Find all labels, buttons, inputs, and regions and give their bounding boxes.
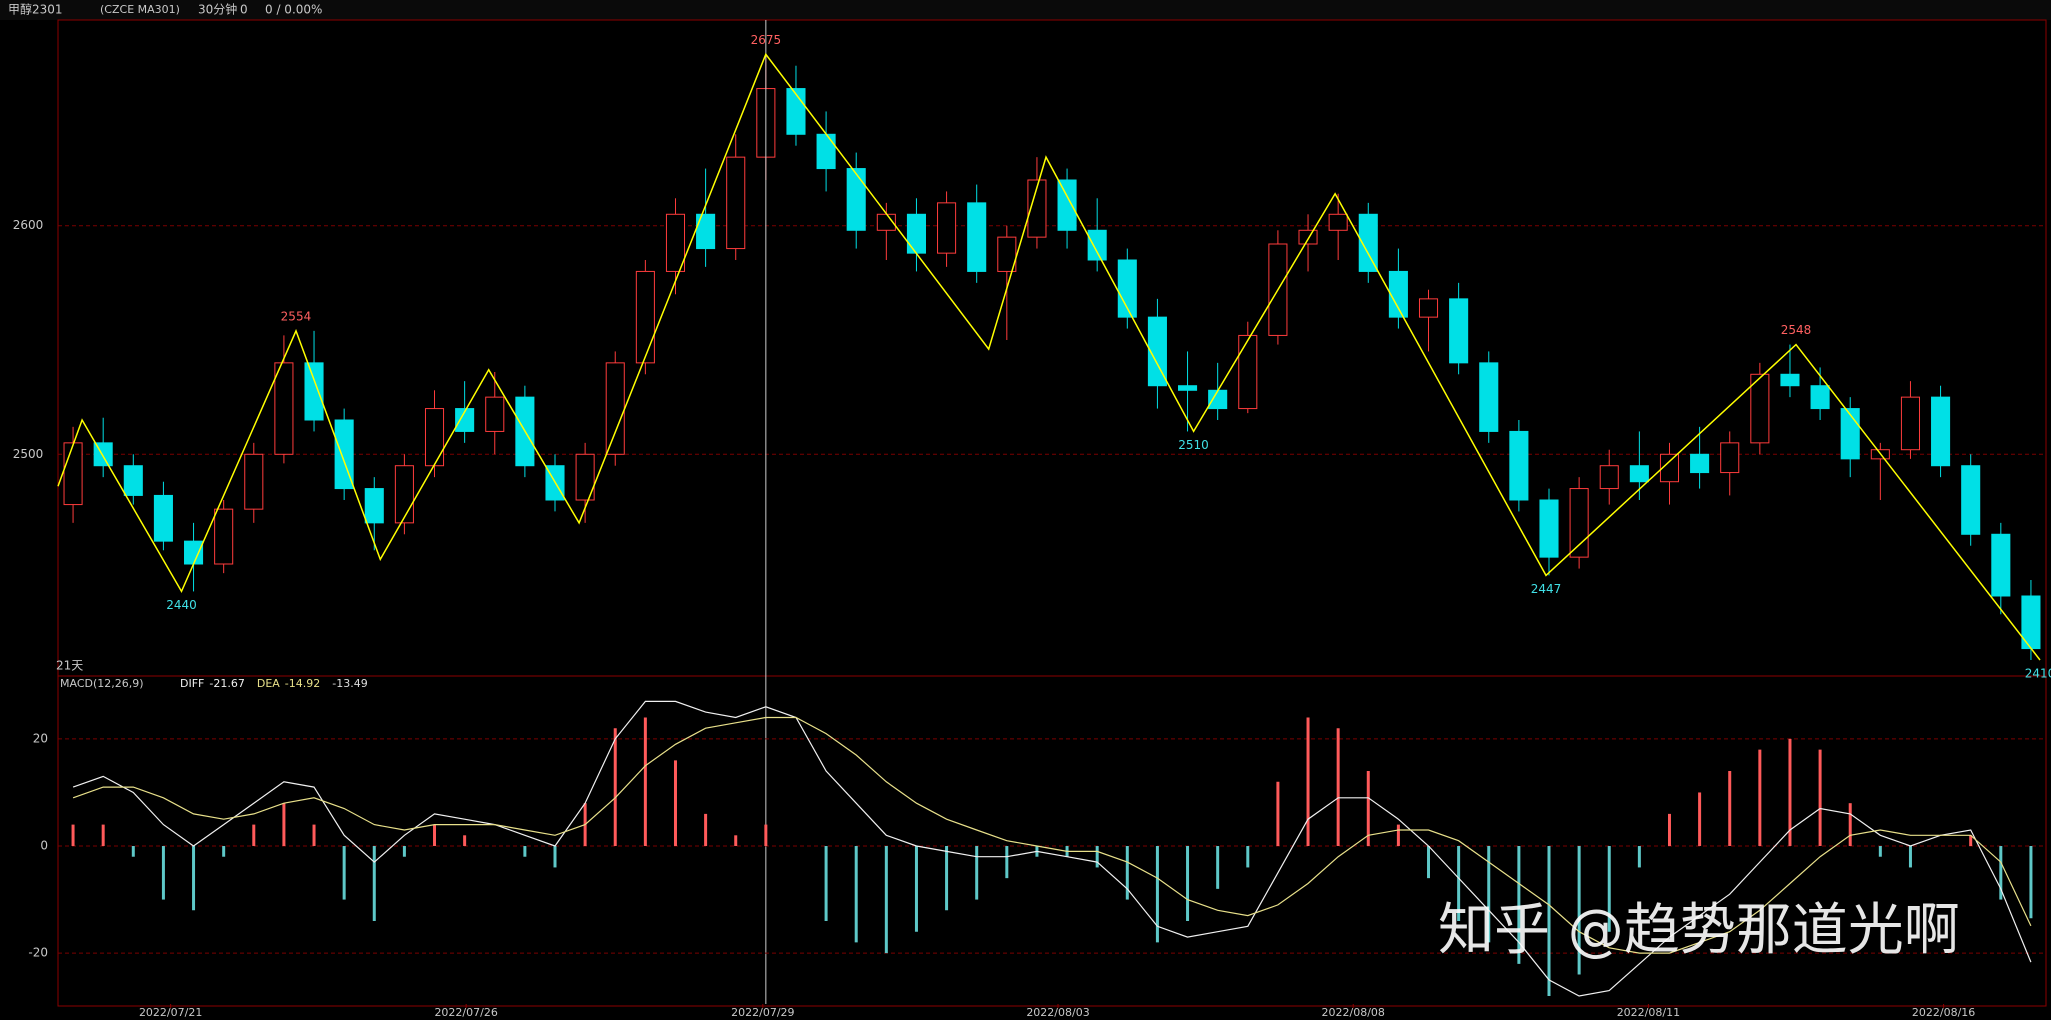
candle-body xyxy=(1087,229,1107,261)
candle-body xyxy=(1358,213,1378,272)
candle-body xyxy=(1027,179,1047,238)
pivot-label: 2440 xyxy=(166,598,197,612)
symbol: 甲醇2301 xyxy=(8,2,63,17)
pivot-label: 2548 xyxy=(1781,323,1812,337)
pivot-label: 2510 xyxy=(1178,438,1209,452)
candle-body xyxy=(967,202,987,272)
annotation: 21天 xyxy=(56,659,83,673)
watermark: 知乎 @趋势那道光啊 xyxy=(1438,898,1960,963)
candle-body xyxy=(816,133,836,170)
candle-body xyxy=(906,213,926,254)
code: (CZCE MA301) xyxy=(100,3,180,16)
macd-line xyxy=(72,700,2032,997)
candle-body xyxy=(575,453,595,501)
y-tick-label: -20 xyxy=(28,946,48,960)
candle-body xyxy=(1449,298,1469,364)
candle-body xyxy=(605,362,625,455)
candle-body xyxy=(1539,499,1559,558)
candle-body xyxy=(1057,179,1077,231)
candle-body xyxy=(1720,442,1740,474)
candle-body xyxy=(1328,213,1348,231)
candle-body xyxy=(1117,259,1137,318)
candle-body xyxy=(1750,373,1770,444)
candle-body xyxy=(214,508,234,565)
pivot-label: 2447 xyxy=(1531,582,1562,596)
y-tick-label: 2600 xyxy=(13,218,44,232)
legend-value: -13.49 xyxy=(332,677,367,690)
y-tick-label: 20 xyxy=(33,731,48,745)
pivot-label: 2410 xyxy=(2025,667,2051,681)
candle-body xyxy=(304,362,324,421)
candle-body xyxy=(635,270,655,364)
candle-body xyxy=(1238,334,1258,410)
candle-body xyxy=(1569,488,1589,558)
candle-body xyxy=(1388,270,1408,318)
candle-body xyxy=(846,168,866,231)
volume: 0 xyxy=(240,3,248,17)
candle-body xyxy=(1178,385,1198,391)
candle-body xyxy=(1629,465,1649,483)
candle-body xyxy=(726,156,746,250)
candle-body xyxy=(1479,362,1499,432)
candle-body xyxy=(1780,373,1800,387)
x-tick-label: 2022/08/11 xyxy=(1617,1006,1680,1019)
x-tick-label: 2022/08/03 xyxy=(1026,1006,1089,1019)
candle-body xyxy=(1659,453,1680,483)
zigzag-line xyxy=(57,52,2041,661)
candle-body xyxy=(1298,229,1318,245)
candle-body xyxy=(1418,298,1439,318)
candle-body xyxy=(153,494,173,542)
candle-body xyxy=(364,488,384,524)
candle-body xyxy=(1961,465,1981,535)
candle-body xyxy=(1840,408,1860,460)
macd-title: MACD(12,26,9) xyxy=(60,677,144,690)
candle-body xyxy=(1599,465,1619,490)
candle-body xyxy=(696,213,716,250)
price-panel xyxy=(57,19,2047,677)
candle-body xyxy=(184,540,204,565)
candle-body xyxy=(274,362,294,455)
candle-body xyxy=(665,213,686,272)
candle-body xyxy=(937,202,957,254)
x-tick-label: 2022/07/26 xyxy=(434,1006,497,1019)
candle-body xyxy=(997,236,1017,272)
header-bar xyxy=(0,0,2051,20)
candle-body xyxy=(1509,430,1529,501)
candle-body xyxy=(1991,533,2011,597)
candle-body xyxy=(244,453,264,510)
candle-body xyxy=(1147,316,1167,387)
candle-body xyxy=(455,408,475,432)
candle-body xyxy=(1690,453,1710,474)
pivot-label: 2675 xyxy=(751,33,782,47)
y-tick-label: 2500 xyxy=(13,447,44,461)
candle-body xyxy=(1931,396,1951,467)
candle-body xyxy=(1208,389,1228,410)
candle-body xyxy=(63,442,83,506)
legend-value: -21.67 xyxy=(209,677,244,690)
candle-body xyxy=(424,408,445,467)
candle-body xyxy=(334,419,354,490)
legend-name: DEA xyxy=(257,677,280,690)
macd-panel xyxy=(57,675,2047,1007)
candle-body xyxy=(1810,385,1830,410)
y-tick-label: 0 xyxy=(40,839,48,853)
x-tick-label: 2022/08/16 xyxy=(1912,1006,1975,1019)
macd-line xyxy=(72,716,2032,954)
x-tick-label: 2022/07/29 xyxy=(731,1006,794,1019)
pivot-label: 2554 xyxy=(281,309,312,323)
legend-name: DIFF xyxy=(180,677,204,690)
x-tick-label: 2022/07/21 xyxy=(139,1006,202,1019)
x-tick-label: 2022/08/08 xyxy=(1322,1006,1385,1019)
candle-body xyxy=(394,465,414,524)
candle-body xyxy=(123,465,143,496)
legend-value: -14.92 xyxy=(285,677,320,690)
change: 0 / 0.00% xyxy=(265,3,322,17)
candle-body xyxy=(485,396,505,432)
candle-body xyxy=(1900,396,1920,451)
period: 30分钟 xyxy=(198,2,237,17)
